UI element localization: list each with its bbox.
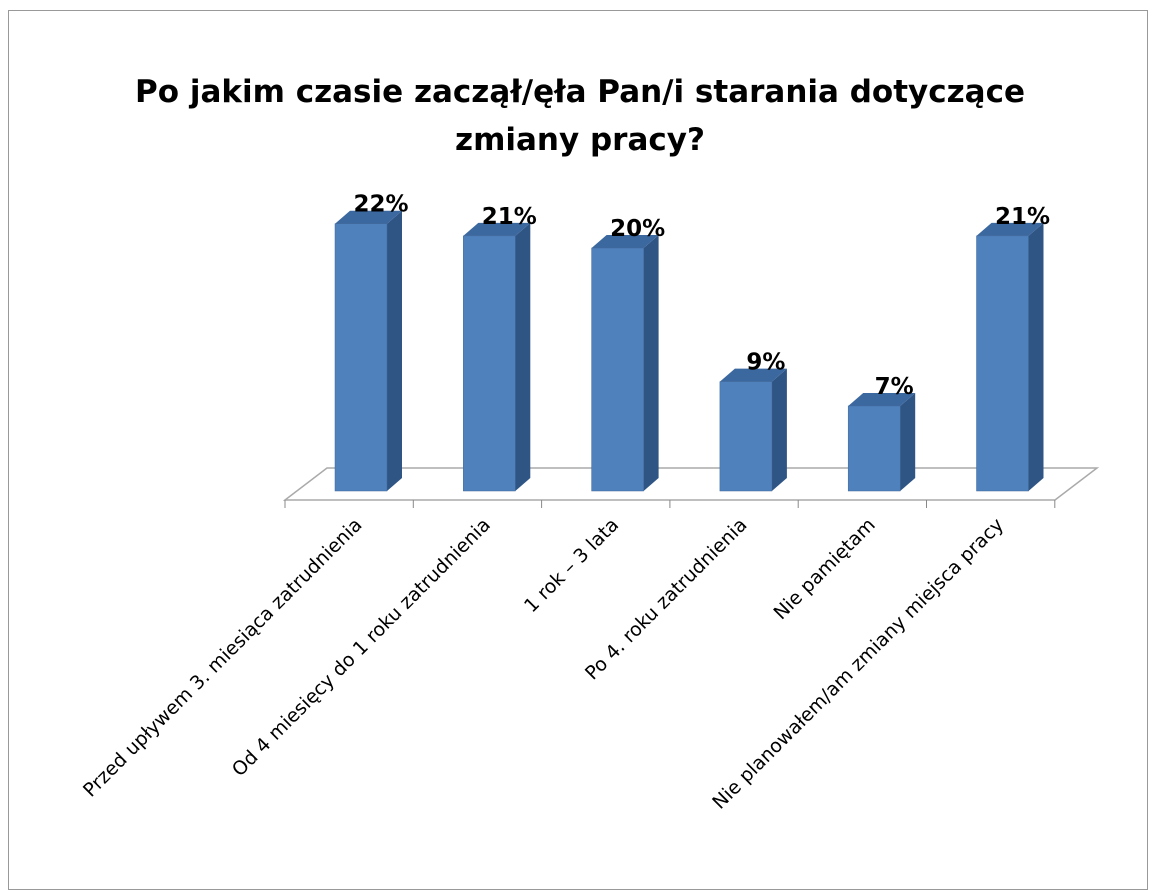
bar-top [463,222,531,236]
value-label: 20% [610,216,665,242]
bar-top [719,368,787,382]
x-tick-label: Nie planowałem/am zmiany miejsca pracy [708,514,1008,814]
bar [334,223,388,492]
bar-top [848,392,916,406]
bar-side [771,368,787,491]
bar-side [1028,222,1044,491]
bar-top [591,235,659,248]
value-label: 7% [875,374,914,400]
chart-title: Po jakim czasie zaczął/ęła Pan/i starani… [135,74,1025,158]
value-label: 21% [995,204,1050,230]
bar-top [335,210,402,224]
bar-side [515,222,531,491]
bar [591,247,644,492]
x-tick-label: Przed upływem 3. miesiąca zatrudnienia [79,514,367,802]
bar [847,405,901,492]
bar-side [387,210,402,491]
bar [719,381,773,492]
bar-side [643,235,659,491]
x-tick-label: Nie pamiętam [769,514,879,624]
x-tick-label: 1 rok – 3 lata [520,514,623,617]
value-label: 9% [746,350,785,376]
value-label: 22% [353,192,408,218]
bar-top [976,222,1044,236]
floor [282,467,1100,501]
x-tick-label: Od 4 miesięcy do 1 roku zatrudnienia [228,514,495,781]
bar [463,235,516,492]
bar [976,235,1029,492]
bar-side [900,392,916,491]
value-label: 21% [482,204,537,230]
